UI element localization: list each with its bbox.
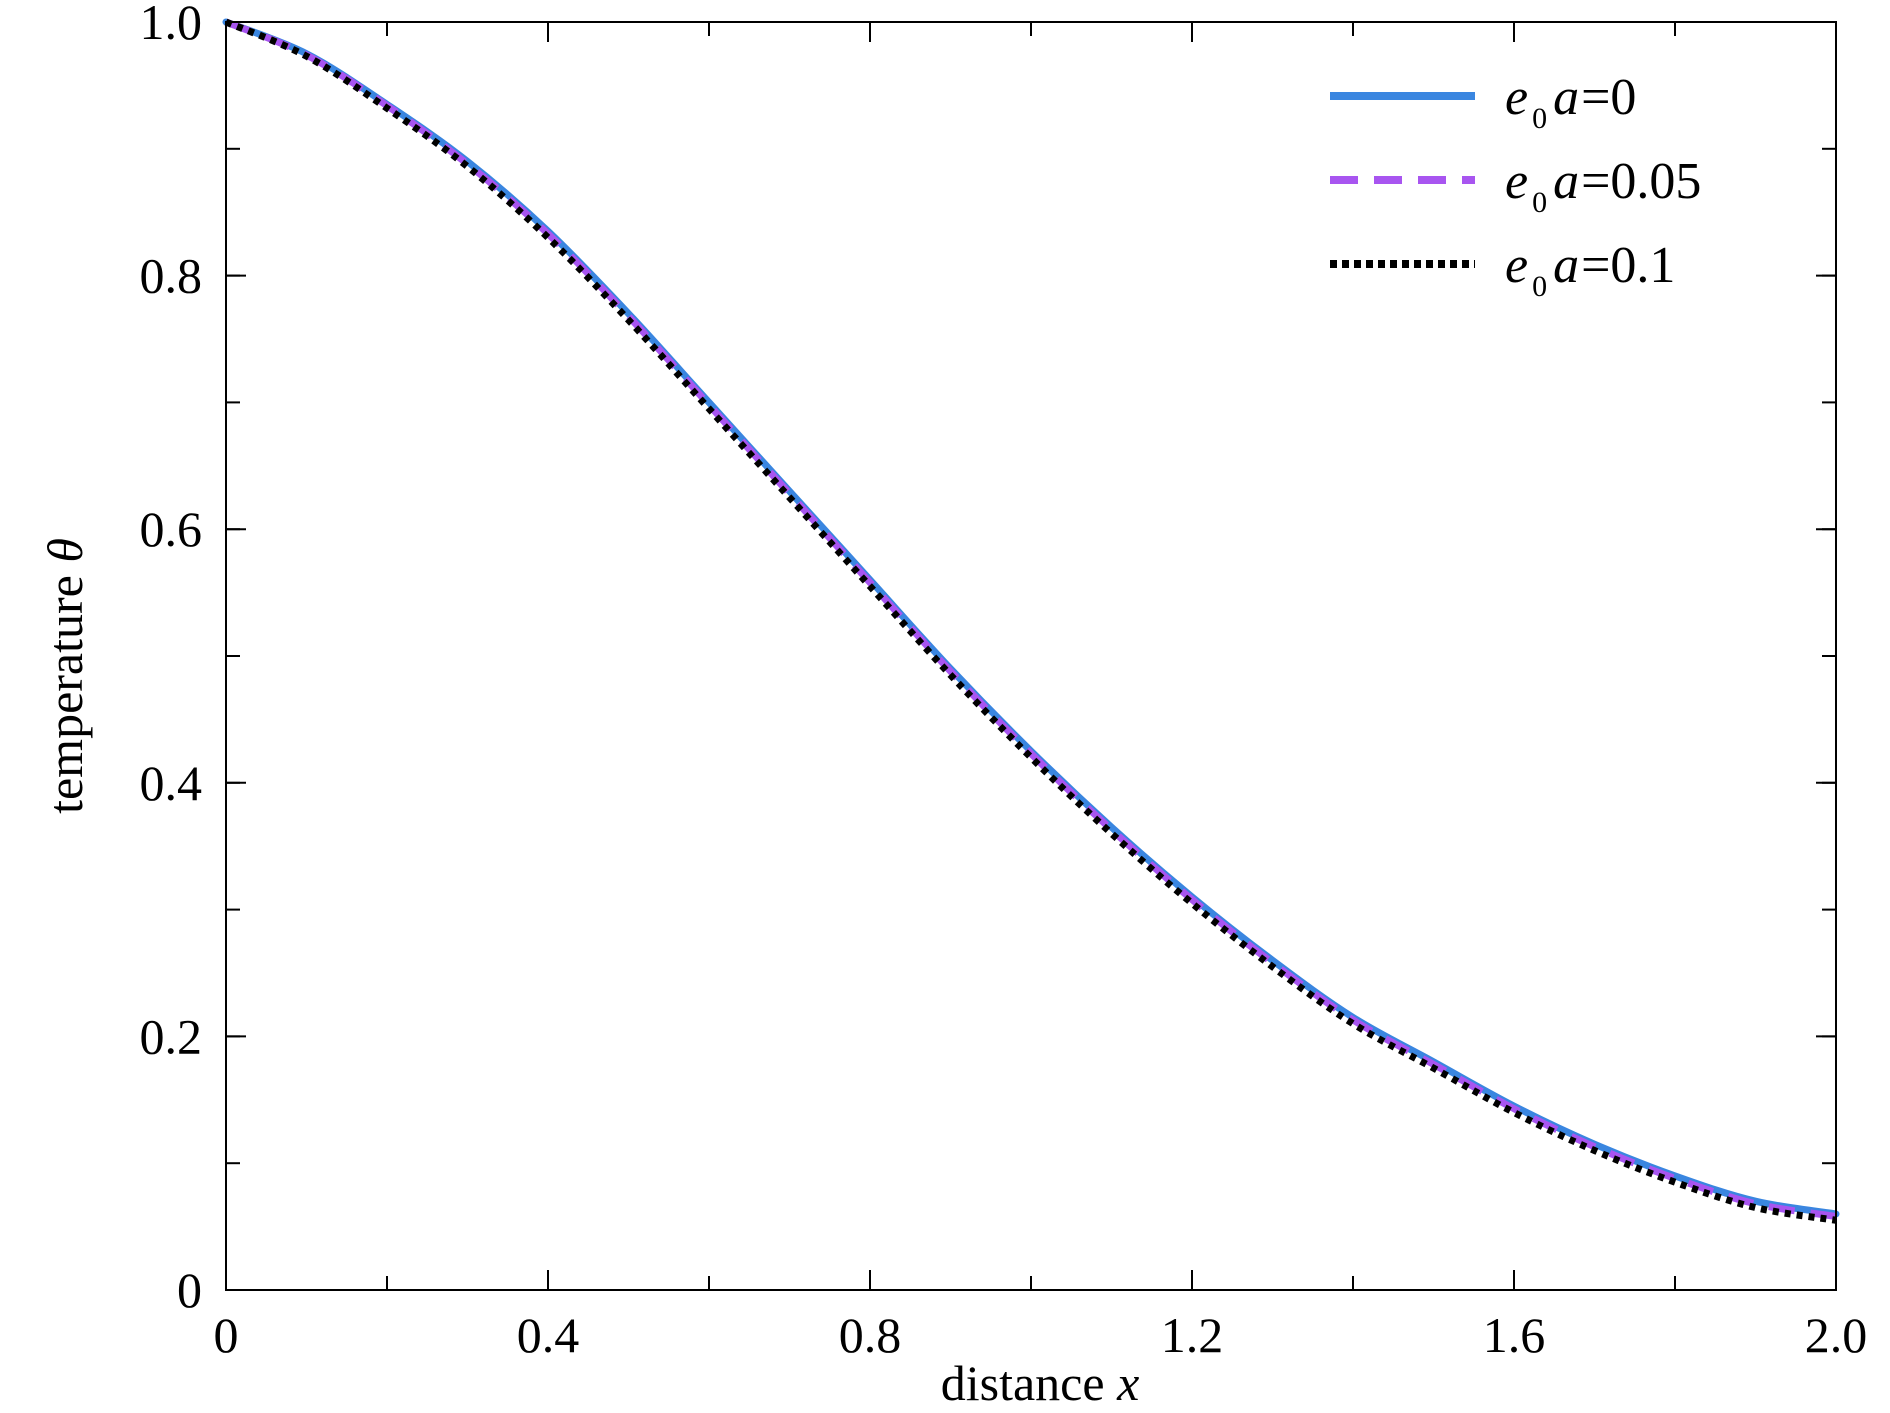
legend-var-e: e — [1505, 153, 1528, 210]
y-axis-variable: θ — [37, 538, 93, 563]
x-tick-labels: 0 0.4 0.8 1.2 1.6 2.0 — [214, 1307, 1868, 1363]
legend-value: =0.05 — [1581, 153, 1701, 210]
legend: e 0 a=0e 0 a=0.05e 0 a=0.1 — [1330, 69, 1701, 303]
legend-var-a: a — [1553, 69, 1579, 126]
legend-value: =0.1 — [1581, 237, 1675, 294]
x-tick-label: 1.2 — [1161, 1307, 1224, 1363]
legend-var-e: e — [1505, 237, 1528, 294]
x-tick-label: 0.4 — [517, 1307, 580, 1363]
y-axis-title-text: temperature — [37, 563, 93, 814]
legend-var-e: e — [1505, 69, 1528, 126]
y-axis-title: temperature θ — [37, 538, 93, 814]
y-tick-label: 0.2 — [140, 1008, 203, 1064]
series-line-2 — [224, 18, 1837, 1224]
x-axis-variable: x — [1116, 1355, 1139, 1411]
plot-frame — [225, 21, 1837, 1291]
y-tick-label: 0.6 — [140, 501, 203, 557]
legend-subscript: 0 — [1532, 186, 1547, 219]
legend-var-a: a — [1553, 153, 1579, 210]
legend-label-1: e 0 a=0.05 — [1505, 153, 1701, 219]
series-layer — [222, 18, 1840, 1224]
x-tick-label: 0.8 — [839, 1307, 902, 1363]
legend-label-0: e 0 a=0 — [1505, 69, 1636, 135]
y-tick-label: 0 — [177, 1262, 202, 1318]
major-ticks — [225, 21, 1837, 1291]
legend-subscript: 0 — [1532, 102, 1547, 135]
x-axis-title-text: distance — [941, 1355, 1117, 1411]
y-tick-label: 0.4 — [140, 755, 203, 811]
x-tick-label: 2.0 — [1805, 1307, 1868, 1363]
x-tick-label: 0 — [214, 1307, 239, 1363]
y-tick-label: 1.0 — [140, 0, 203, 50]
x-tick-label: 1.6 — [1483, 1307, 1546, 1363]
legend-var-a: a — [1553, 237, 1579, 294]
legend-label-2: e 0 a=0.1 — [1505, 237, 1675, 303]
legend-subscript: 0 — [1532, 270, 1547, 303]
y-tick-labels: 0 0.2 0.4 0.6 0.8 1.0 — [140, 0, 203, 1318]
minor-ticks — [225, 21, 1837, 1291]
x-axis-title: distance x — [941, 1355, 1140, 1411]
legend-value: =0 — [1581, 69, 1636, 126]
y-tick-label: 0.8 — [140, 248, 203, 304]
